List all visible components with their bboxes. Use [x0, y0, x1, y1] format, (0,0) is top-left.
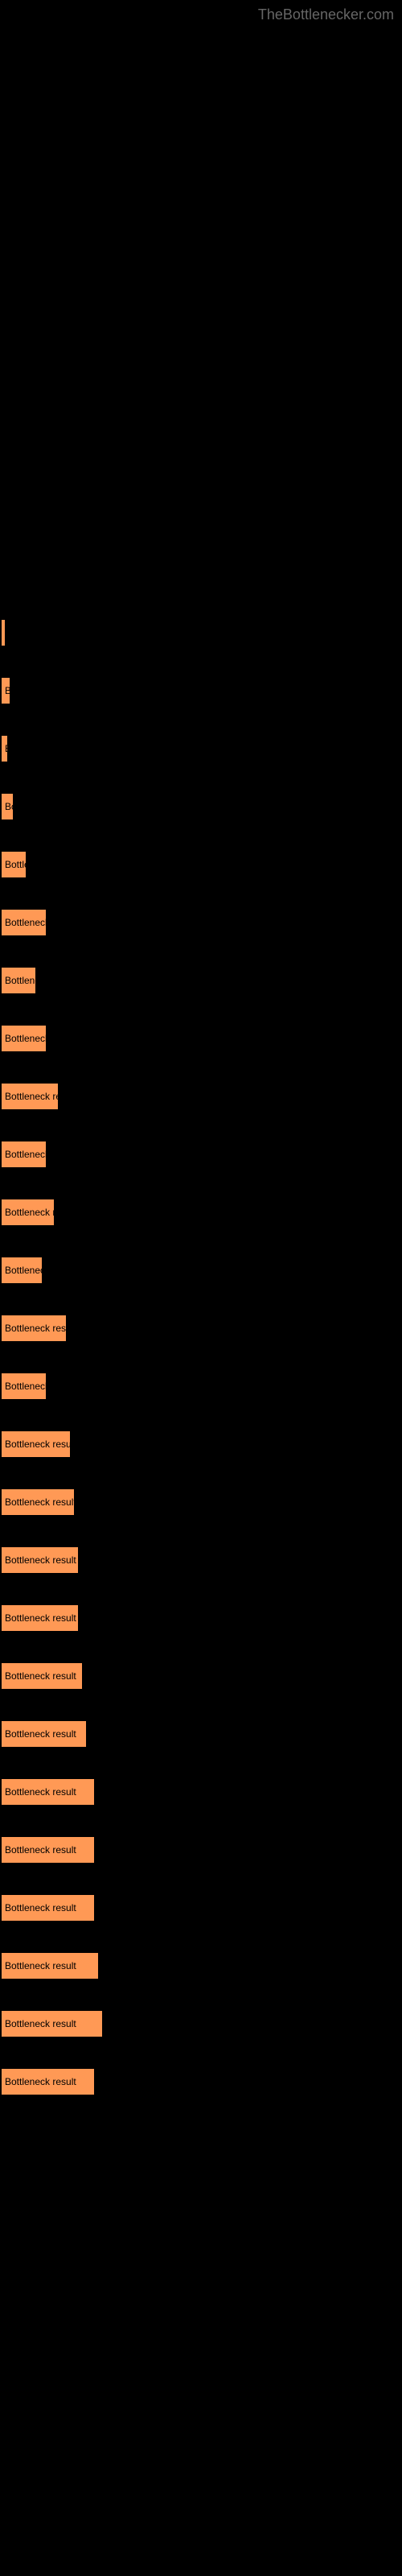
bar-chart: B B Bo Bottler Bottleneck r Bottlene Bottlenec…: [0, 604, 402, 2095]
bar-label: Bottleneck result: [5, 1496, 74, 1508]
bar-row: Bottleneck result: [2, 1663, 402, 1689]
bar-label: Bottleneck resul: [5, 1091, 58, 1102]
bar-row: Bottleneck res: [2, 1199, 402, 1225]
bar-row: Bottleneck result: [2, 1779, 402, 1805]
bar-row: Bottleneck result: [2, 1837, 402, 1863]
chart-bar: Bo: [2, 794, 13, 819]
bar-row: Bottleneck resul: [2, 1084, 402, 1109]
chart-bar: Bottleneck result: [2, 2069, 94, 2095]
bar-row: B: [2, 736, 402, 762]
bar-label: Bottleneck result: [5, 1902, 76, 1913]
chart-bar: Bottleneck result: [2, 1431, 70, 1457]
chart-bar: Bottler: [2, 852, 26, 877]
bar-row: Bottleneck result: [2, 1953, 402, 1979]
chart-bar: Bottleneck re: [2, 1026, 46, 1051]
bar-label: B: [5, 685, 10, 696]
bar-label: Bottleneck r: [5, 917, 46, 928]
bar-row: Bottleneck result: [2, 2069, 402, 2095]
bar-row: Bottler: [2, 852, 402, 877]
bar-label: Bo: [5, 801, 13, 812]
chart-bar: Bottleneck: [2, 1257, 42, 1283]
bar-label: Bottleneck result: [5, 1728, 76, 1740]
bar-row: Bottleneck result: [2, 1721, 402, 1747]
bar-row: Bottleneck result: [2, 1895, 402, 1921]
chart-bar: Bottleneck result: [2, 1489, 74, 1515]
bar-row: Bottleneck re: [2, 1141, 402, 1167]
chart-bar: Bottleneck result: [2, 1779, 94, 1805]
bar-label: Bottleneck result: [5, 1323, 66, 1334]
chart-bar: Bottleneck result: [2, 1605, 78, 1631]
bar-row: B: [2, 678, 402, 704]
chart-bar: Bottleneck r: [2, 910, 46, 935]
chart-bar: [2, 620, 5, 646]
bar-row: Bottleneck r: [2, 910, 402, 935]
bar-label: Bottleneck re: [5, 1381, 46, 1392]
bar-label: Bottleneck: [5, 1265, 42, 1276]
chart-bar: Bottleneck re: [2, 1373, 46, 1399]
bar-label: Bottleneck result: [5, 1786, 76, 1798]
bar-label: Bottleneck result: [5, 1670, 76, 1682]
chart-bar: Bottleneck result: [2, 1895, 94, 1921]
chart-bar: Bottleneck result: [2, 1837, 94, 1863]
bar-label: Bottleneck result: [5, 2076, 76, 2087]
bar-row: Bottleneck: [2, 1257, 402, 1283]
chart-bar: Bottleneck result: [2, 1721, 86, 1747]
bar-row: [2, 620, 402, 646]
bar-row: Bottleneck result: [2, 1489, 402, 1515]
bar-row: Bottleneck result: [2, 1315, 402, 1341]
bar-row: Bottleneck re: [2, 1373, 402, 1399]
chart-bar: B: [2, 736, 7, 762]
chart-bar: Bottleneck result: [2, 1663, 82, 1689]
bar-row: Bottleneck re: [2, 1026, 402, 1051]
chart-bar: Bottlene: [2, 968, 35, 993]
bar-row: Bottleneck result: [2, 1605, 402, 1631]
bar-label: Bottleneck result: [5, 1960, 76, 1971]
bar-label: Bottleneck result: [5, 1439, 70, 1450]
chart-bar: Bottleneck resul: [2, 1084, 58, 1109]
chart-bar: B: [2, 678, 10, 704]
bar-row: Bottleneck result: [2, 2011, 402, 2037]
bar-label: Bottleneck res: [5, 1207, 54, 1218]
bar-label: Bottlene: [5, 975, 35, 986]
watermark-text: TheBottlenecker.com: [258, 6, 394, 23]
chart-bar: Bottleneck result: [2, 1953, 98, 1979]
bar-label: Bottleneck result: [5, 2018, 76, 2029]
bar-label: B: [5, 743, 7, 754]
bar-row: Bottlene: [2, 968, 402, 993]
chart-bar: Bottleneck result: [2, 1547, 78, 1573]
bar-label: Bottleneck re: [5, 1033, 46, 1044]
bar-label: Bottleneck result: [5, 1612, 76, 1624]
bar-label: Bottler: [5, 859, 26, 870]
chart-bar: Bottleneck re: [2, 1141, 46, 1167]
chart-bar: Bottleneck res: [2, 1199, 54, 1225]
bar-label: Bottleneck result: [5, 1554, 76, 1566]
bar-label: Bottleneck re: [5, 1149, 46, 1160]
bar-row: Bottleneck result: [2, 1431, 402, 1457]
bar-row: Bo: [2, 794, 402, 819]
top-spacer: [0, 0, 402, 604]
bar-row: Bottleneck result: [2, 1547, 402, 1573]
bar-label: Bottleneck result: [5, 1844, 76, 1856]
chart-bar: Bottleneck result: [2, 2011, 102, 2037]
chart-bar: Bottleneck result: [2, 1315, 66, 1341]
